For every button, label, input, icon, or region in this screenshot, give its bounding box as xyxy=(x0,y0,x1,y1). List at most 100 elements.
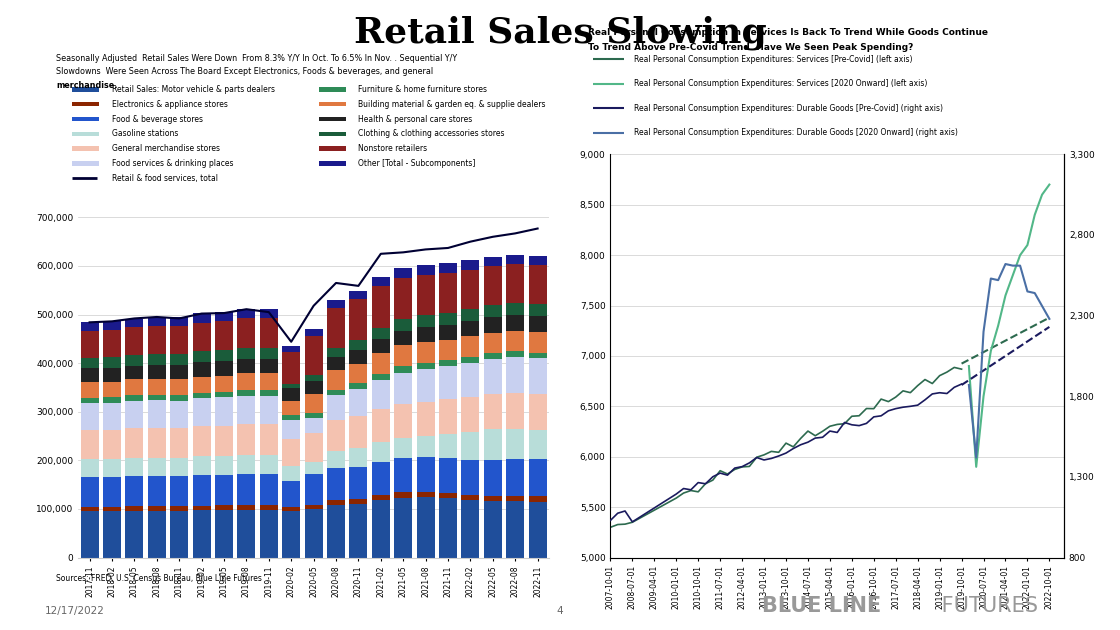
Bar xyxy=(193,398,211,427)
Bar xyxy=(215,456,233,475)
Bar xyxy=(72,132,100,136)
Bar xyxy=(394,459,412,493)
Bar xyxy=(529,501,547,558)
Bar xyxy=(81,369,99,382)
Text: BLUE LINE: BLUE LINE xyxy=(762,596,880,616)
Text: To Trend Above Pre-Covid Trend. Have We Seen Peak Spending?: To Trend Above Pre-Covid Trend. Have We … xyxy=(588,43,914,52)
Bar xyxy=(349,389,367,416)
Bar xyxy=(282,466,300,481)
Text: Slowdowns  Were Seen Across The Board Except Electronics, Foods & beverages, and: Slowdowns Were Seen Across The Board Exc… xyxy=(56,67,433,76)
Bar xyxy=(305,413,323,418)
Bar xyxy=(103,382,121,397)
Text: Food services & drinking places: Food services & drinking places xyxy=(112,159,233,168)
Bar xyxy=(349,299,367,340)
Bar xyxy=(237,505,255,510)
Bar xyxy=(215,505,233,510)
Bar xyxy=(305,462,323,474)
Bar xyxy=(484,430,502,460)
Bar xyxy=(282,346,300,352)
Bar xyxy=(148,379,166,395)
Text: Real Personal Consumption Expenditures: Services [2020 Onward] (left axis): Real Personal Consumption Expenditures: … xyxy=(634,79,927,88)
Bar xyxy=(461,270,479,309)
Bar xyxy=(417,342,435,363)
Bar xyxy=(193,505,211,510)
Bar xyxy=(461,363,479,397)
Bar xyxy=(318,132,346,136)
Text: Retail Sales Slowing: Retail Sales Slowing xyxy=(354,16,766,50)
Bar xyxy=(417,265,435,275)
Bar xyxy=(372,380,390,409)
Bar xyxy=(461,495,479,500)
Bar xyxy=(349,499,367,504)
Bar xyxy=(193,313,211,323)
Bar xyxy=(506,357,524,392)
Bar xyxy=(349,364,367,383)
Bar xyxy=(529,316,547,332)
Bar xyxy=(125,428,143,458)
Bar xyxy=(125,379,143,395)
Bar xyxy=(461,321,479,336)
Bar xyxy=(461,500,479,558)
Bar xyxy=(372,495,390,500)
Bar xyxy=(349,416,367,448)
Bar xyxy=(125,395,143,401)
Bar xyxy=(148,318,166,326)
Bar xyxy=(282,352,300,384)
Bar xyxy=(506,265,524,303)
Bar xyxy=(148,506,166,511)
Bar xyxy=(148,326,166,354)
Bar xyxy=(506,429,524,459)
Bar xyxy=(349,467,367,499)
Bar xyxy=(81,323,99,331)
Bar xyxy=(529,353,547,358)
Bar xyxy=(372,442,390,462)
Bar xyxy=(237,318,255,348)
Bar xyxy=(282,384,300,389)
Bar xyxy=(148,476,166,506)
Bar xyxy=(305,375,323,381)
Bar xyxy=(327,357,345,370)
Bar xyxy=(237,390,255,396)
Bar xyxy=(327,505,345,558)
Bar xyxy=(170,506,188,511)
Bar xyxy=(318,117,346,122)
Bar xyxy=(260,348,278,359)
Bar xyxy=(72,102,100,106)
Bar xyxy=(394,345,412,366)
Bar xyxy=(417,315,435,327)
Bar xyxy=(148,511,166,558)
Bar xyxy=(170,379,188,395)
Bar xyxy=(461,357,479,363)
Bar xyxy=(506,352,524,357)
Bar xyxy=(103,330,121,357)
Bar xyxy=(215,362,233,375)
Bar xyxy=(529,394,547,430)
Bar xyxy=(125,401,143,428)
Bar xyxy=(484,333,502,353)
Bar xyxy=(318,102,346,106)
Bar xyxy=(506,496,524,501)
Bar xyxy=(237,425,255,455)
Text: Food & beverage stores: Food & beverage stores xyxy=(112,115,203,123)
Bar xyxy=(372,353,390,374)
Bar xyxy=(193,362,211,377)
Bar xyxy=(260,425,278,455)
Bar xyxy=(394,493,412,498)
Bar xyxy=(81,507,99,512)
Bar xyxy=(484,318,502,333)
Bar xyxy=(148,365,166,379)
Bar xyxy=(461,260,479,270)
Bar xyxy=(349,383,367,389)
Bar xyxy=(318,161,346,166)
Bar xyxy=(125,458,143,476)
Bar xyxy=(282,420,300,440)
Bar xyxy=(148,428,166,457)
Bar xyxy=(170,365,188,379)
Bar xyxy=(215,321,233,350)
Bar xyxy=(394,498,412,558)
Bar xyxy=(305,505,323,509)
Bar xyxy=(349,340,367,350)
Bar xyxy=(417,275,435,315)
Bar xyxy=(103,478,121,507)
Bar xyxy=(72,87,100,91)
